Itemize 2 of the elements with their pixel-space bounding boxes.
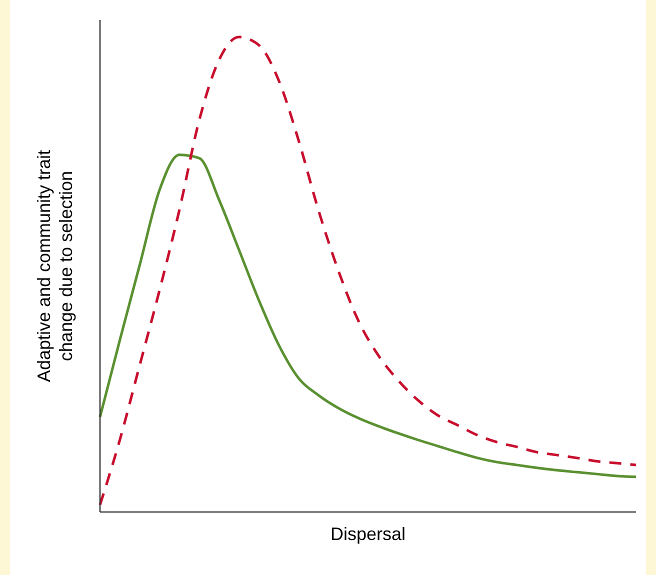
y-axis-title: Adaptive and community trait change due to selection [34, 150, 76, 382]
x-axis-title: Dispersal [330, 524, 406, 544]
